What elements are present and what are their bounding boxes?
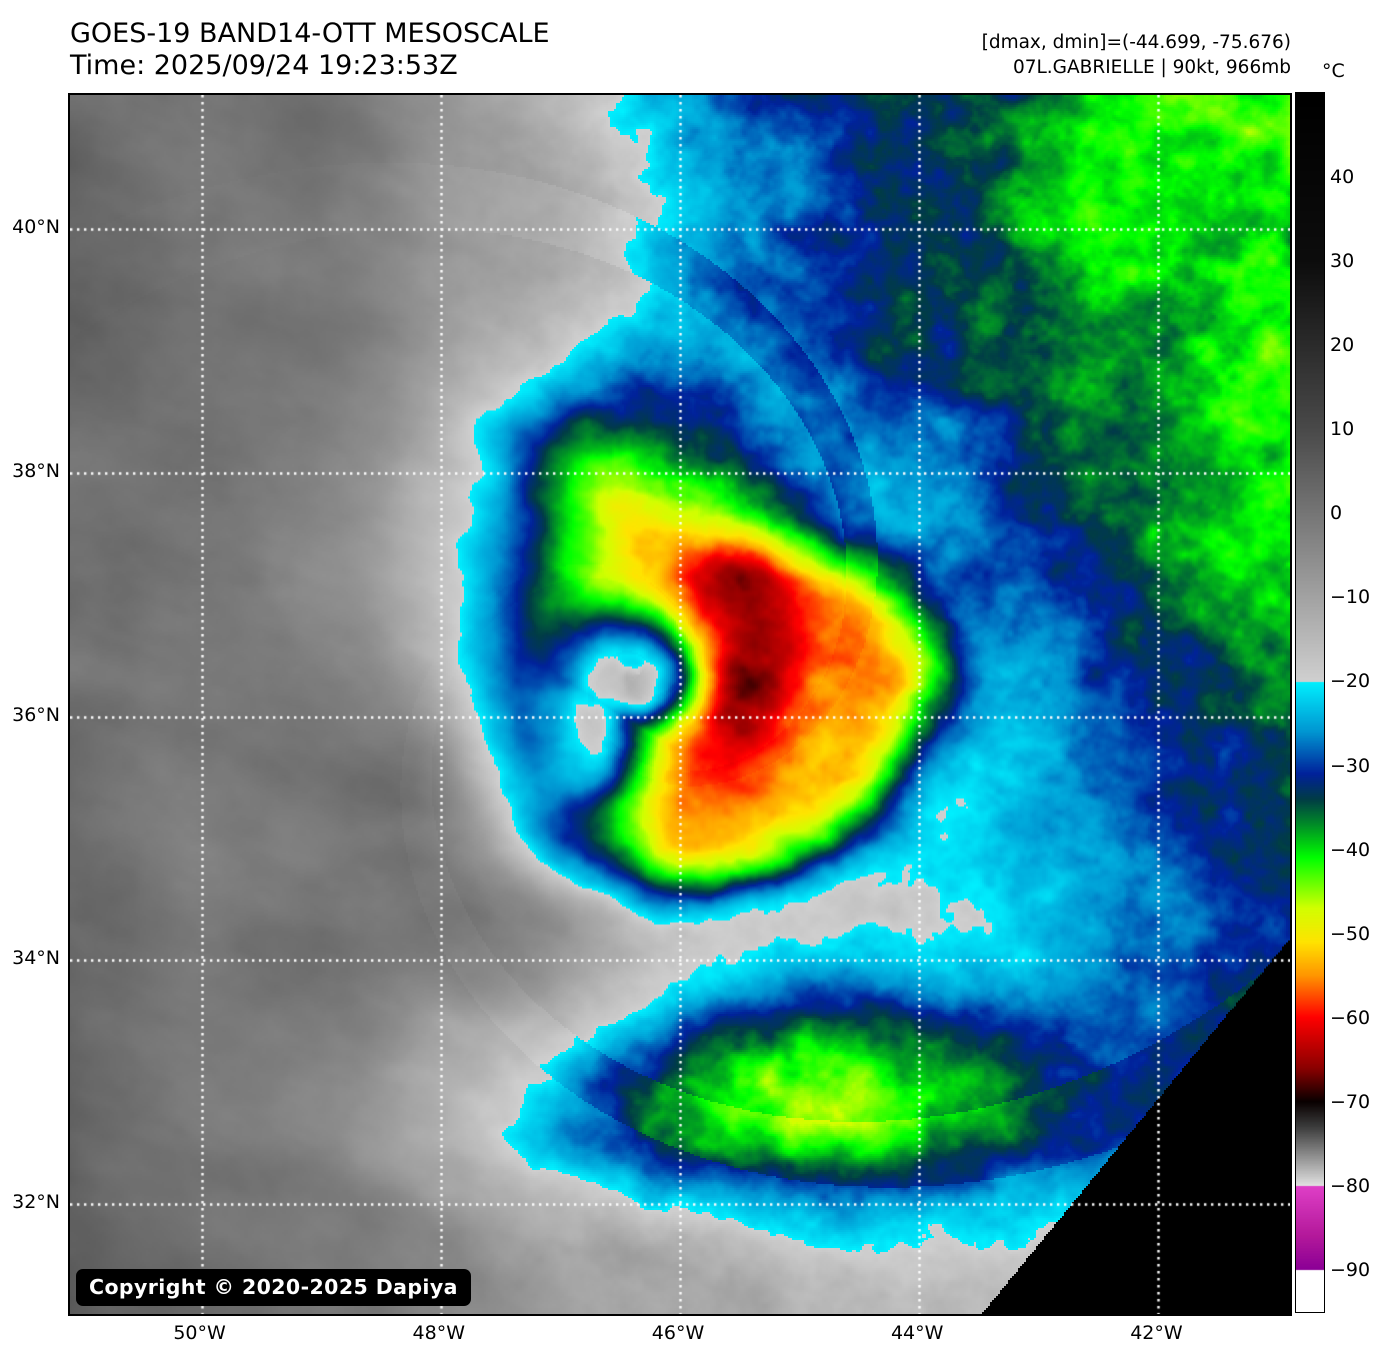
page-title: GOES-19 BAND14-OTT MESOSCALE xyxy=(70,18,550,49)
colorbar-tick-label: 10 xyxy=(1330,418,1355,441)
colorbar-tick-label: −90 xyxy=(1330,1258,1371,1281)
timestamp-label: Time: 2025/09/24 19:23:53Z xyxy=(70,50,458,81)
x-axis-tick-label: 50°W xyxy=(173,1322,226,1344)
colorbar-tick-label: 0 xyxy=(1330,502,1343,525)
x-axis-tick-label: 48°W xyxy=(412,1322,466,1344)
header-metadata-block: [dmax, dmin]=(-44.699, -75.676) 07L.GABR… xyxy=(982,30,1291,80)
colorbar-tick-label: 30 xyxy=(1330,250,1355,273)
header-title-block: GOES-19 BAND14-OTT MESOSCALE Time: 2025/… xyxy=(70,18,550,82)
y-axis-tick-label: 36°N xyxy=(12,703,60,726)
colorbar-tick-label: −60 xyxy=(1330,1006,1371,1029)
colorbar-tick-label: −70 xyxy=(1330,1090,1371,1113)
storm-info-label: 07L.GABRIELLE | 90kt, 966mb xyxy=(1012,57,1291,78)
colorbar xyxy=(1295,92,1325,1313)
colorbar-tick-label: −30 xyxy=(1330,754,1371,777)
x-axis-tick-label: 42°W xyxy=(1130,1322,1183,1344)
colorbar-tick-label: 40 xyxy=(1330,166,1355,189)
colorbar-gradient xyxy=(1296,93,1324,1312)
colorbar-tick-label: 20 xyxy=(1330,334,1355,357)
colorbar-tick-label: −50 xyxy=(1330,922,1371,945)
colorbar-tick-label: −20 xyxy=(1330,670,1371,693)
copyright-watermark: Copyright © 2020-2025 Dapiya xyxy=(76,1269,471,1306)
satellite-imagery-canvas xyxy=(70,95,1290,1314)
colorbar-tick-label: −10 xyxy=(1330,586,1371,609)
x-axis-tick-label: 46°W xyxy=(651,1322,705,1344)
dmax-dmin-label: [dmax, dmin]=(-44.699, -75.676) xyxy=(981,32,1291,53)
satellite-image-plot: Copyright © 2020-2025 Dapiya xyxy=(68,93,1292,1316)
colorbar-tick-label: −40 xyxy=(1330,838,1371,861)
y-axis-tick-label: 38°N xyxy=(12,459,60,482)
y-axis-tick-label: 40°N xyxy=(12,216,60,239)
x-axis-tick-label: 44°W xyxy=(890,1322,944,1344)
colorbar-tick-label: −80 xyxy=(1330,1174,1371,1197)
y-axis-tick-label: 34°N xyxy=(12,947,60,970)
colorbar-unit-label: °C xyxy=(1322,60,1345,82)
y-axis-tick-label: 32°N xyxy=(12,1191,60,1214)
